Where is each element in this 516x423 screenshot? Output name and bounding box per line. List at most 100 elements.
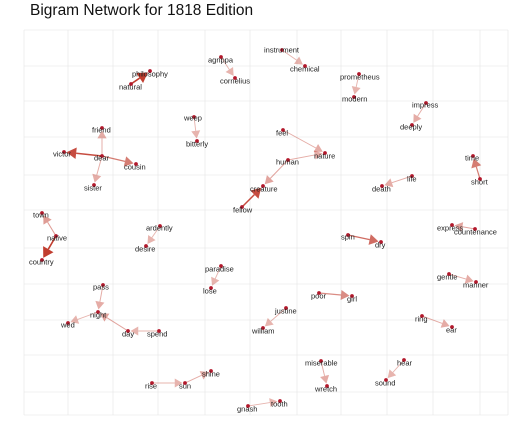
arrowhead-gnash-tooth xyxy=(269,398,278,408)
node-spend xyxy=(157,329,161,333)
node-label-wed: wed xyxy=(60,321,75,330)
node-label-town: town xyxy=(33,211,49,220)
node-label-chemical: chemical xyxy=(290,65,320,74)
node-label-spend: spend xyxy=(147,330,167,339)
node-label-feel: feel xyxy=(276,129,288,138)
node-rise xyxy=(150,381,154,385)
node-manner xyxy=(474,280,478,284)
edge-countenance-express xyxy=(462,226,476,230)
arrowhead-dear-victor xyxy=(66,147,77,160)
arrowhead-short-time xyxy=(471,158,482,169)
arrowhead-native-town xyxy=(43,215,52,225)
node-weep xyxy=(192,115,196,119)
node-friend xyxy=(100,126,104,130)
arrowhead-fellow-creature xyxy=(250,187,262,199)
node-label-shine: shine xyxy=(202,370,220,379)
node-cousin xyxy=(134,162,138,166)
node-label-lose: lose xyxy=(203,287,217,296)
node-spin xyxy=(346,233,350,237)
node-day xyxy=(126,329,130,333)
edge-native-town xyxy=(47,221,57,237)
node-pass xyxy=(101,283,105,287)
node-label-victor: victor xyxy=(53,150,71,159)
node-label-fellow: fellow xyxy=(233,206,253,215)
arrowhead-justine-william xyxy=(264,317,274,327)
node-shine xyxy=(209,369,213,373)
node-philosophy xyxy=(148,69,152,73)
node-sun xyxy=(183,381,187,385)
edge-sun-shine xyxy=(184,374,202,384)
node-label-wretch: wretch xyxy=(314,385,337,394)
node-express xyxy=(450,223,454,227)
node-label-short: short xyxy=(471,178,489,187)
node-label-hear: hear xyxy=(397,359,413,368)
arrowhead-day-night xyxy=(100,313,110,322)
node-cornelius xyxy=(233,76,237,80)
node-native xyxy=(54,234,58,238)
node-label-death: death xyxy=(372,185,391,194)
node-label-sun: sun xyxy=(179,382,191,391)
node-gentle xyxy=(447,272,451,276)
node-label-girl: girl xyxy=(347,295,357,304)
node-label-poor: poor xyxy=(311,292,327,301)
node-label-day: day xyxy=(122,330,134,339)
node-desire xyxy=(144,244,148,248)
node-girl xyxy=(350,294,354,298)
node-label-justine: justine xyxy=(274,307,297,316)
arrowhead-agrippa-cornelius xyxy=(225,66,234,76)
node-time xyxy=(471,154,475,158)
node-label-ring: ring xyxy=(415,315,428,324)
arrowhead-rise-sun xyxy=(174,378,183,388)
edge-spin-dry xyxy=(347,234,370,241)
edge-prometheus-modern xyxy=(355,73,360,88)
node-ring xyxy=(420,314,424,318)
node-label-cousin: cousin xyxy=(124,163,146,172)
arrowhead-pass-night xyxy=(95,300,105,310)
node-prometheus xyxy=(357,72,361,76)
node-natural xyxy=(129,82,133,86)
arrowhead-countenance-express xyxy=(454,222,464,232)
node-ardently xyxy=(158,224,162,228)
arrowhead-spin-dry xyxy=(368,234,379,245)
node-label-philosophy: philosophy xyxy=(132,70,168,79)
node-label-native: native xyxy=(47,234,67,243)
node-fellow xyxy=(240,205,244,209)
node-label-dry: dry xyxy=(375,241,386,250)
arrowhead-paradise-lose xyxy=(211,276,220,286)
arrowhead-dear-friend xyxy=(97,130,107,139)
node-label-express: express xyxy=(437,224,464,233)
node-label-nature: nature xyxy=(314,152,335,161)
edge-ardently-desire xyxy=(151,225,161,238)
arrowhead-human-nature xyxy=(313,150,323,160)
edge-layer xyxy=(43,49,482,408)
node-instrument xyxy=(280,48,284,52)
node-layer xyxy=(40,48,482,408)
edge-dear-sister xyxy=(96,155,103,176)
node-label-weep: weep xyxy=(183,114,202,123)
node-label-agrippa: agrippa xyxy=(208,56,234,65)
node-chemical xyxy=(303,64,307,68)
arrowhead-hear-sound xyxy=(387,369,397,379)
arrowhead-native-country xyxy=(43,246,54,258)
edge-night-wed xyxy=(77,311,99,320)
node-label-sound: sound xyxy=(375,379,395,388)
node-town xyxy=(40,211,44,215)
node-label-life: life xyxy=(407,175,417,184)
node-miserable xyxy=(319,359,323,363)
node-label-william: william xyxy=(251,327,275,336)
arrowhead-miserable-wretch xyxy=(320,374,330,384)
node-label-modern: modern xyxy=(342,95,367,104)
node-feel xyxy=(281,128,285,132)
arrowhead-feel-nature xyxy=(313,143,323,153)
grid-lines xyxy=(23,29,509,416)
edge-short-time xyxy=(475,166,481,180)
arrowhead-dear-sister xyxy=(92,173,102,183)
node-label-ear: ear xyxy=(446,326,457,335)
node-dry xyxy=(379,240,383,244)
node-country xyxy=(40,258,44,262)
edge-gentle-manner xyxy=(448,273,467,280)
node-label-impress: impress xyxy=(412,101,439,110)
node-poor xyxy=(317,291,321,295)
arrowhead-gentle-manner xyxy=(464,274,474,284)
